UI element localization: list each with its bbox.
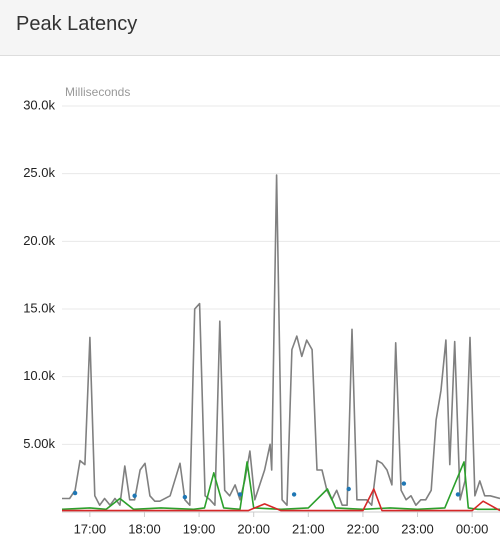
y-tick-label: 25.0k: [23, 165, 55, 180]
x-tick-label: 17:00: [74, 521, 107, 536]
data-point: [132, 493, 137, 498]
data-point: [72, 490, 78, 496]
x-tick-label: 22:00: [347, 521, 380, 536]
x-tick-label: 00:00: [456, 521, 489, 536]
y-tick-label: 5.00k: [23, 436, 55, 451]
data-point: [346, 486, 351, 492]
data-point: [401, 481, 407, 486]
y-tick-label: 20.0k: [23, 233, 55, 248]
data-point: [455, 492, 461, 497]
y-axis-label: Milliseconds: [65, 85, 130, 99]
y-tick-label: 10.0k: [23, 368, 55, 383]
data-point: [182, 494, 188, 500]
x-tick-label: 23:00: [401, 521, 434, 536]
y-tick-label: 30.0k: [23, 97, 55, 112]
x-tick-label: 21:00: [292, 521, 325, 536]
data-point: [237, 492, 243, 497]
series-line: [62, 174, 500, 506]
chart: Milliseconds 5.00k 10.0k 15.0k 20.0k 25.0k 30…: [23, 85, 500, 536]
series-line: [62, 488, 500, 512]
x-tick-label: 20:00: [237, 521, 270, 536]
x-tick-label: 19:00: [183, 521, 216, 536]
data-point: [291, 492, 297, 497]
x-tick-label: 18:00: [128, 521, 161, 536]
y-tick-label: 15.0k: [23, 300, 55, 315]
panel-title: Peak Latency: [0, 0, 500, 56]
